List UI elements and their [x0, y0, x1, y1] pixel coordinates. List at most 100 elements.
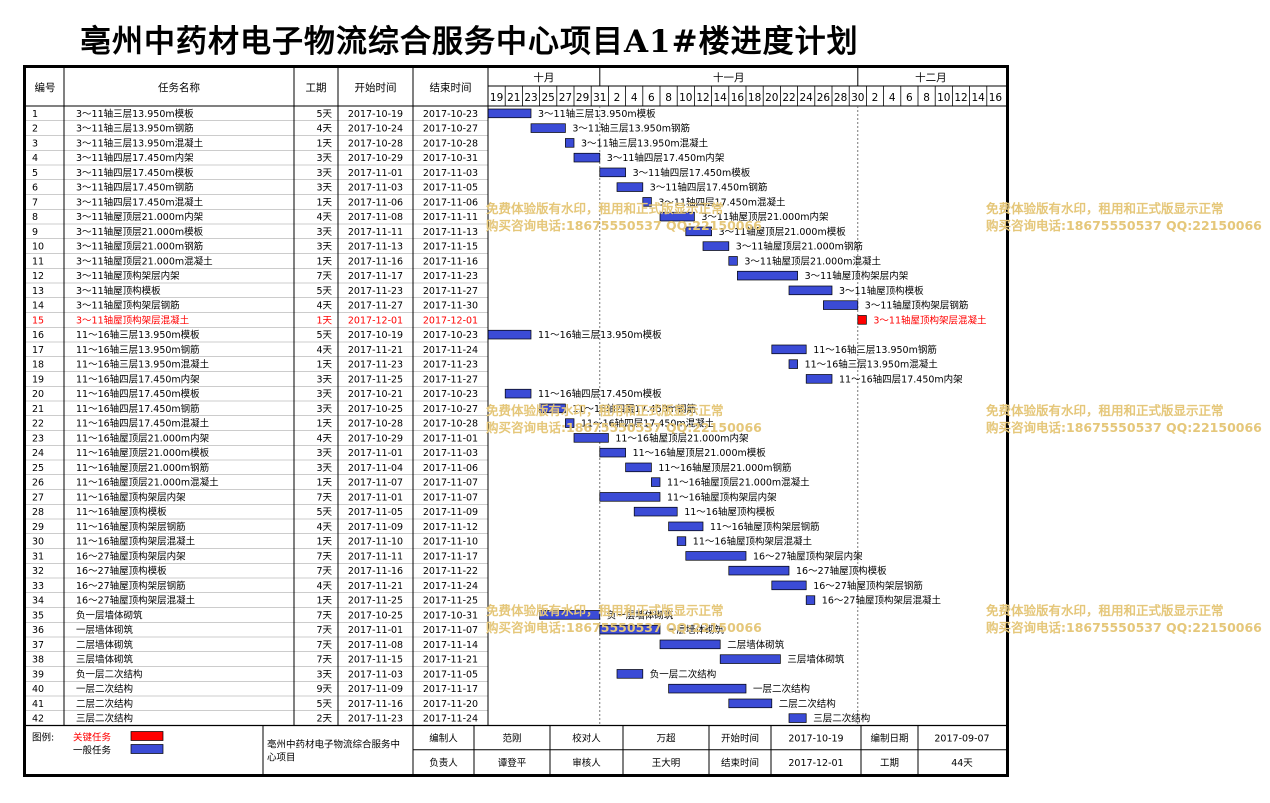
footer-cell: 工期 [880, 758, 899, 769]
task-name: 11～16轴屋顶层21.000m内架 [76, 432, 210, 444]
task-name: 3～11轴屋顶层21.000m钢筋 [76, 241, 203, 253]
task-end: 2017-11-22 [423, 566, 478, 577]
task-start: 2017-11-01 [348, 625, 403, 636]
task-start: 2017-11-06 [348, 197, 403, 208]
task-bar [651, 477, 661, 487]
task-start: 2017-10-25 [348, 404, 403, 415]
footer-cell: 开始时间 [721, 733, 759, 745]
task-id: 2 [32, 124, 38, 135]
task-bar [685, 226, 712, 237]
bar-label: 负一层二次结构 [650, 668, 717, 680]
task-duration: 3天 [316, 374, 332, 385]
task-id: 42 [32, 714, 44, 725]
task-name: 11～16轴四层17.450m内架 [76, 373, 200, 385]
day-tick-label: 8 [923, 92, 930, 104]
task-name: 二层二次结构 [76, 698, 133, 710]
task-end: 2017-11-05 [423, 669, 478, 680]
task-id: 9 [32, 227, 38, 238]
task-bar [659, 639, 721, 650]
day-tick-label: 23 [524, 92, 537, 104]
day-tick-label: 31 [593, 92, 606, 104]
watermark-text: 免费体验版有水印，租用和正式版显示正常 购买咨询电话:18675550537 QQ… [986, 200, 1262, 234]
task-bar [728, 565, 790, 576]
task-duration: 7天 [316, 610, 332, 621]
task-id: 4 [32, 153, 38, 164]
task-start: 2017-11-23 [348, 286, 403, 297]
task-id: 12 [32, 271, 44, 282]
task-start: 2017-11-08 [348, 640, 403, 651]
task-name: 三层墙体砌筑 [76, 654, 134, 666]
task-id: 5 [32, 168, 38, 179]
critical-task-bar [857, 315, 867, 325]
task-name: 二层墙体砌筑 [76, 639, 134, 651]
task-end: 2017-11-06 [423, 463, 478, 474]
task-id: 18 [32, 360, 44, 371]
task-name: 11～16轴四层17.450m模板 [76, 388, 200, 400]
task-duration: 4天 [316, 124, 332, 135]
task-id: 14 [32, 301, 44, 312]
legend-critical-swatch [130, 731, 164, 741]
task-start: 2017-11-09 [348, 684, 403, 695]
day-tick-label: 12 [954, 92, 967, 104]
bar-label: 11～16轴屋顶构架层钢筋 [710, 521, 820, 533]
watermark-line1: 免费体验版有水印，租用和正式版显示正常 [986, 603, 1224, 618]
task-start: 2017-10-28 [348, 419, 403, 430]
task-id: 20 [32, 389, 44, 400]
task-start: 2017-10-29 [348, 433, 403, 444]
task-bar [728, 256, 738, 266]
bar-label: 16～27轴屋顶构架层内架 [753, 550, 863, 562]
task-id: 27 [32, 492, 44, 503]
bar-label: 11～16轴屋顶层21.000m混凝土 [667, 477, 810, 489]
task-start: 2017-11-07 [348, 478, 403, 489]
task-duration: 3天 [316, 183, 332, 194]
task-end: 2017-12-01 [423, 315, 478, 326]
task-bar [599, 447, 626, 458]
task-duration: 1天 [316, 360, 332, 371]
task-id: 40 [32, 684, 44, 695]
watermark-line2: 购买咨询电话:18675550537 QQ:22150066 [986, 620, 1262, 635]
task-duration: 7天 [316, 566, 332, 577]
bar-label: 负一层墙体砌筑 [607, 609, 674, 621]
task-bar [616, 669, 644, 679]
footer-cell: 结束时间 [721, 757, 759, 769]
month-label: 十二月 [915, 71, 947, 84]
task-end: 2017-11-12 [423, 522, 478, 533]
day-tick-label: 12 [696, 92, 709, 104]
day-tick-label: 6 [648, 92, 655, 104]
watermark-text: 免费体验版有水印，租用和正式版显示正常 购买咨询电话:18675550537 QQ… [986, 402, 1262, 436]
task-name: 3～11轴屋顶构架层钢筋 [76, 300, 180, 312]
task-id: 34 [32, 596, 44, 607]
task-name: 三层二次结构 [76, 713, 133, 725]
task-bar [805, 595, 816, 605]
task-duration: 2天 [316, 714, 332, 725]
task-bar [668, 521, 704, 532]
task-id: 22 [32, 419, 44, 430]
task-end: 2017-11-20 [423, 699, 478, 710]
task-bar [719, 654, 781, 664]
task-name: 11～16轴屋顶层21.000m混凝土 [76, 477, 219, 489]
task-bar [659, 211, 695, 222]
day-tick-label: 8 [665, 92, 672, 104]
bar-label: 3～11轴四层17.450m模板 [633, 167, 751, 179]
watermark-line2: 购买咨询电话:18675550537 QQ:22150066 [986, 218, 1262, 233]
task-bar [504, 388, 532, 399]
task-id: 36 [32, 625, 44, 636]
task-end: 2017-11-10 [423, 537, 478, 548]
task-bar [487, 329, 532, 340]
footer-cell: 万超 [656, 733, 676, 745]
task-duration: 7天 [316, 271, 332, 282]
day-tick-label: 10 [679, 92, 692, 104]
task-end: 2017-11-24 [423, 345, 478, 356]
task-id: 37 [32, 640, 44, 651]
header-end: 结束时间 [430, 81, 472, 94]
header-id: 编号 [35, 81, 56, 94]
task-duration: 1天 [316, 537, 332, 548]
footer-cell: 谭登平 [498, 757, 527, 769]
task-name: 3～11轴屋顶层21.000m模板 [76, 226, 204, 238]
task-start: 2017-11-17 [348, 271, 403, 282]
task-start: 2017-11-09 [348, 522, 403, 533]
day-tick-label: 16 [989, 92, 1003, 104]
task-start: 2017-11-03 [348, 183, 403, 194]
task-name: 11～16轴三层13.950m钢筋 [76, 344, 200, 356]
